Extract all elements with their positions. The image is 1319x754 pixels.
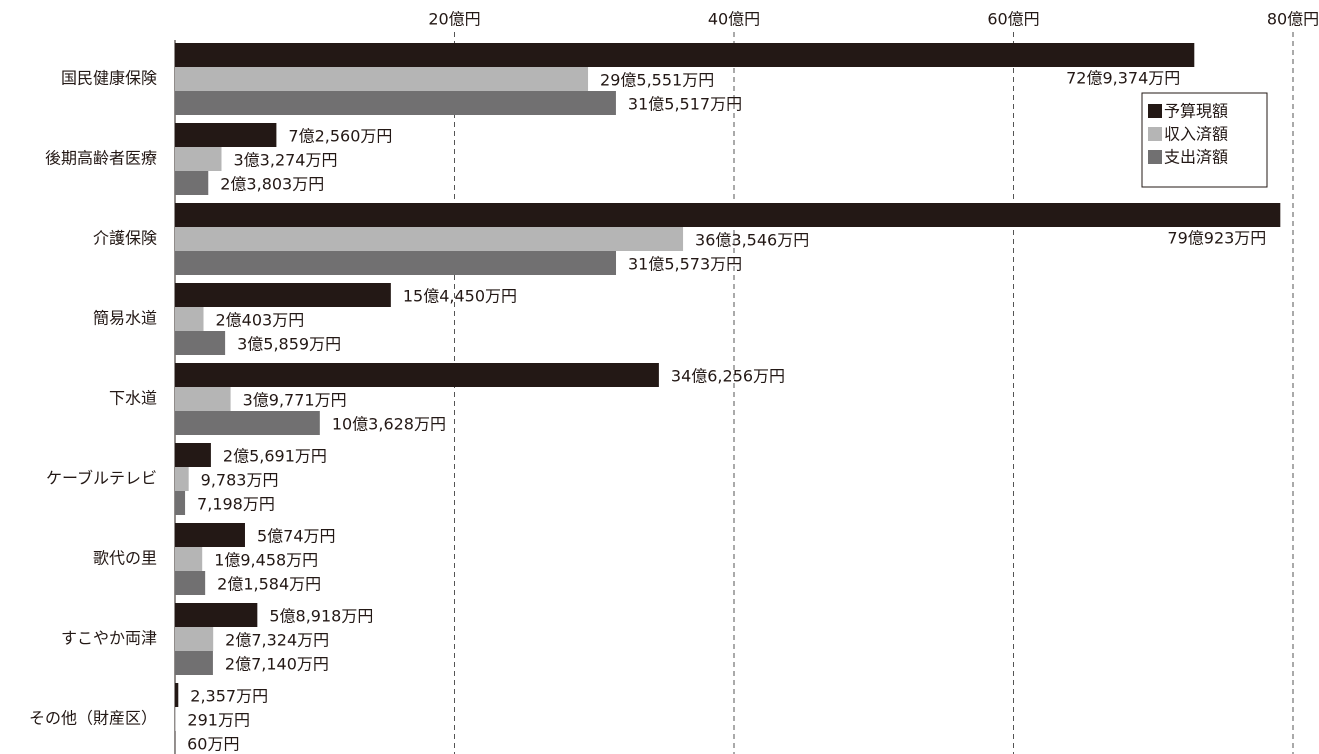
legend-label: 支出済額 — [1164, 148, 1228, 167]
bar — [175, 203, 1281, 227]
bar — [175, 331, 226, 355]
value-label: 72億9,374万円 — [1066, 69, 1180, 88]
category-label: 介護保険 — [93, 229, 157, 248]
bar — [175, 123, 277, 147]
bar — [175, 147, 222, 171]
value-label: 2,357万円 — [190, 687, 268, 706]
legend-label: 予算現額 — [1164, 102, 1228, 121]
value-label: 10億3,628万円 — [332, 415, 446, 434]
legend-swatch — [1148, 127, 1162, 141]
bar — [175, 651, 213, 675]
bar — [175, 251, 617, 275]
bar — [175, 227, 684, 251]
value-label: 2億1,584万円 — [217, 575, 321, 594]
value-label: 29億5,551万円 — [600, 71, 714, 90]
category-label: 簡易水道 — [93, 309, 157, 328]
value-label: 5億8,918万円 — [269, 607, 373, 626]
value-label: 34億6,256万円 — [671, 367, 785, 386]
value-label: 2億5,691万円 — [223, 447, 327, 466]
value-label: 1億9,458万円 — [214, 551, 318, 570]
category-label: 歌代の里 — [93, 549, 157, 568]
bar — [175, 603, 258, 627]
value-label: 9,783万円 — [201, 471, 279, 490]
value-label: 31億5,517万円 — [628, 95, 742, 114]
bar — [175, 307, 204, 331]
bar — [175, 91, 616, 115]
legend-box — [1141, 92, 1268, 188]
category-label: 下水道 — [109, 389, 157, 408]
value-label: 2億3,803万円 — [220, 175, 324, 194]
value-label: 7,198万円 — [197, 495, 275, 514]
value-label: 31億5,573万円 — [628, 255, 742, 274]
value-label: 79億923万円 — [1167, 229, 1266, 248]
x-tick-label: 60億円 — [987, 10, 1039, 29]
category-label: ケーブルテレビ — [46, 469, 157, 488]
value-label: 5億74万円 — [257, 527, 336, 546]
category-label: その他（財産区） — [29, 709, 157, 728]
legend-swatch — [1148, 150, 1162, 164]
x-tick-label: 40億円 — [708, 10, 760, 29]
bar — [175, 283, 391, 307]
bar — [175, 571, 206, 595]
bar — [175, 491, 186, 515]
legend-label: 収入済額 — [1164, 125, 1228, 144]
value-label: 291万円 — [187, 711, 250, 730]
value-label: 2億403万円 — [216, 311, 305, 330]
bar — [175, 43, 1195, 67]
x-tick-label: 80億円 — [1267, 10, 1319, 29]
bar — [175, 411, 320, 435]
bar — [175, 171, 209, 195]
x-tick-label: 20億円 — [428, 10, 480, 29]
legend-swatch — [1148, 104, 1162, 118]
category-label: 後期高齢者医療 — [45, 149, 157, 168]
category-label: すこやか両津 — [61, 629, 157, 648]
value-label: 2億7,324万円 — [225, 631, 329, 650]
value-label: 36億3,546万円 — [695, 231, 809, 250]
value-label: 2億7,140万円 — [225, 655, 329, 674]
bar — [175, 627, 214, 651]
bar — [175, 443, 211, 467]
value-label: 3億5,859万円 — [237, 335, 341, 354]
value-label: 60万円 — [187, 735, 239, 754]
bar — [175, 67, 589, 91]
value-label: 3億3,274万円 — [234, 151, 338, 170]
bar — [175, 467, 189, 491]
bar — [175, 683, 179, 707]
bar — [175, 523, 245, 547]
value-label: 3億9,771万円 — [243, 391, 347, 410]
bar — [175, 363, 659, 387]
value-label: 7億2,560万円 — [288, 127, 392, 146]
value-label: 15億4,450万円 — [403, 287, 517, 306]
category-label: 国民健康保険 — [61, 69, 157, 88]
bar — [175, 387, 231, 411]
bar — [175, 547, 203, 571]
